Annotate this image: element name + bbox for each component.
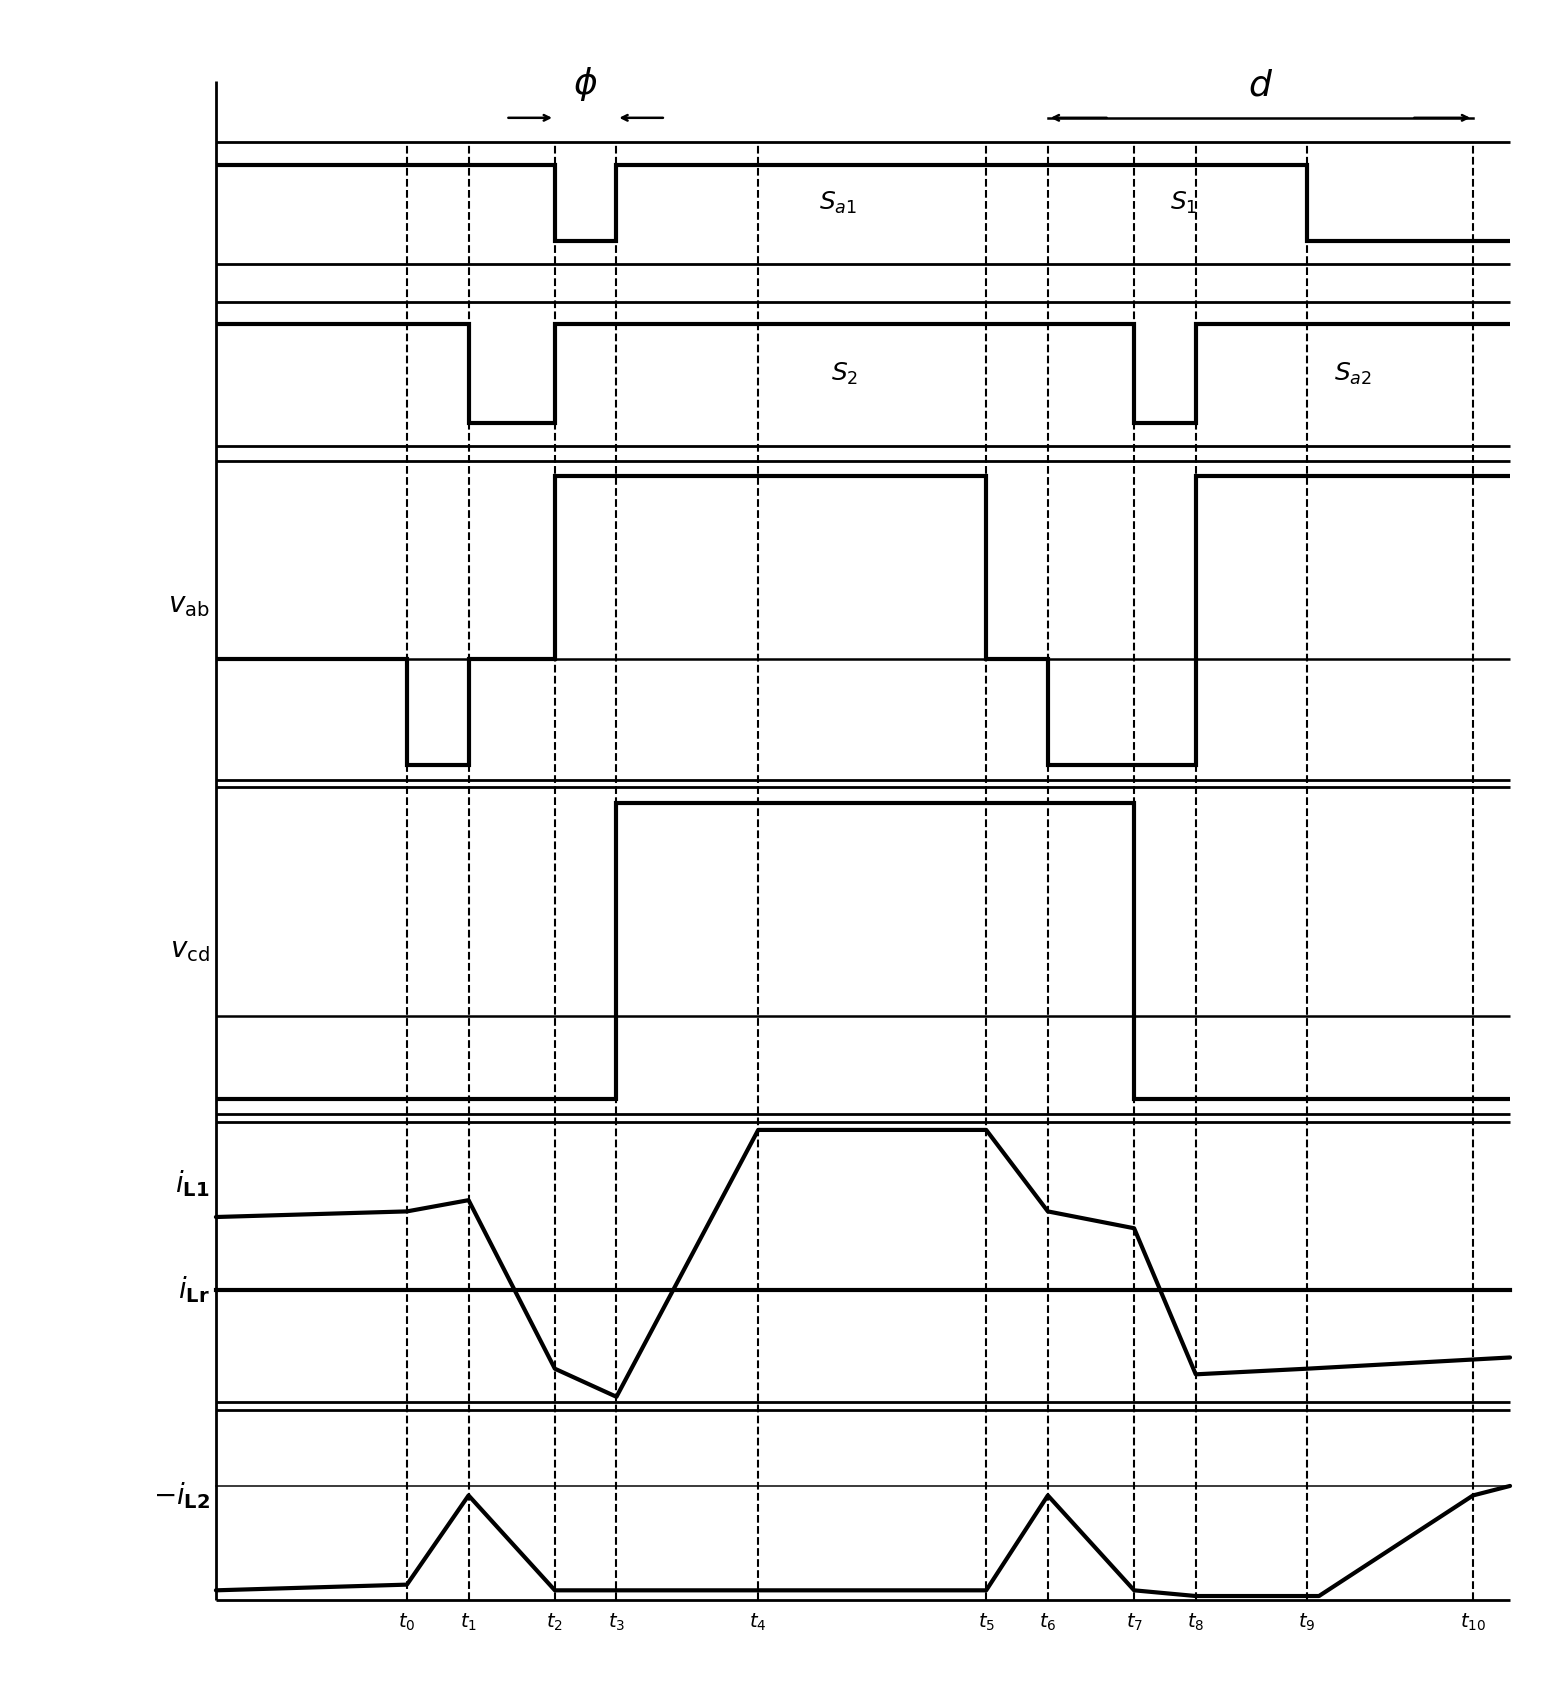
Text: $t_{4}$: $t_{4}$ — [750, 1612, 767, 1634]
Text: $\phi$: $\phi$ — [573, 65, 598, 102]
Text: $t_{8}$: $t_{8}$ — [1187, 1612, 1204, 1634]
Text: $i_{\mathbf{Lr}}$: $i_{\mathbf{Lr}}$ — [179, 1275, 210, 1306]
Text: $t_{3}$: $t_{3}$ — [608, 1612, 625, 1634]
Text: $v_{\mathrm{cd}}$: $v_{\mathrm{cd}}$ — [171, 937, 210, 964]
Text: $t_{9}$: $t_{9}$ — [1298, 1612, 1315, 1634]
Text: $-i_{\mathbf{L2}}$: $-i_{\mathbf{L2}}$ — [152, 1481, 210, 1511]
Text: $t_{6}$: $t_{6}$ — [1040, 1612, 1057, 1634]
Text: $t_{1}$: $t_{1}$ — [460, 1612, 478, 1634]
Text: $S_{a2}$: $S_{a2}$ — [1334, 360, 1372, 388]
Text: $S_{a1}$: $S_{a1}$ — [819, 190, 857, 216]
Text: $S_{2}$: $S_{2}$ — [832, 360, 858, 388]
Text: $v_{\mathrm{ab}}$: $v_{\mathrm{ab}}$ — [168, 592, 210, 619]
Text: $t_{2}$: $t_{2}$ — [547, 1612, 564, 1634]
Text: $t_{5}$: $t_{5}$ — [977, 1612, 994, 1634]
Text: $t_{0}$: $t_{0}$ — [398, 1612, 415, 1634]
Text: $t_{7}$: $t_{7}$ — [1126, 1612, 1143, 1634]
Text: $i_{\mathbf{L1}}$: $i_{\mathbf{L1}}$ — [175, 1168, 210, 1198]
Text: $S_{1}$: $S_{1}$ — [1170, 190, 1196, 216]
Text: $t_{10}$: $t_{10}$ — [1460, 1612, 1486, 1634]
Text: $d$: $d$ — [1248, 68, 1273, 102]
